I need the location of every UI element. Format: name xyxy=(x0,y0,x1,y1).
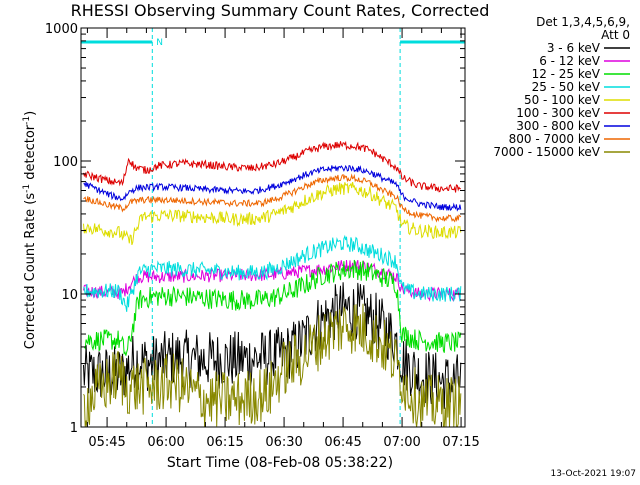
y-axis-label: Corrected Count Rate (s-1 detector-1) xyxy=(22,111,38,349)
y-axis-label-end: ) xyxy=(23,111,38,116)
y-tick-label: 10 xyxy=(61,288,78,303)
y-axis-label-mid: detector xyxy=(23,124,38,184)
series-line xyxy=(83,260,462,302)
x-tick-label: 07:15 xyxy=(442,435,479,450)
legend-entry-label: 25 - 50 keV xyxy=(532,80,601,94)
y-axis-label-main: Corrected Count Rate (s xyxy=(23,193,38,350)
x-tick-label: 06:30 xyxy=(265,435,302,450)
legend-entry-label: 3 - 6 keV xyxy=(547,41,601,55)
series-lines xyxy=(83,140,462,427)
series-line xyxy=(83,164,462,212)
y-tick-label: 1000 xyxy=(45,22,78,37)
series-line xyxy=(83,140,462,193)
x-axis: 05:45 06:00 06:15 06:30 06:45 07:00 07:15 xyxy=(86,28,480,450)
x-axis-label: Start Time (08-Feb-08 05:38:22) xyxy=(167,455,393,471)
x-tick-label: 05:45 xyxy=(88,435,125,450)
legend-entry-label: 300 - 800 keV xyxy=(516,119,600,133)
series-line xyxy=(83,182,462,246)
legend-header-line2: Att 0 xyxy=(601,28,630,42)
night-marker: N xyxy=(156,38,163,48)
series-line xyxy=(83,259,462,356)
x-tick-label: 07:00 xyxy=(383,435,420,450)
x-tick-label: 06:15 xyxy=(206,435,243,450)
x-tick-label: 06:45 xyxy=(324,435,361,450)
series-line xyxy=(83,303,462,427)
legend-entry-label: 6 - 12 keV xyxy=(539,54,601,68)
y-axis-label-sup2: -1 xyxy=(22,116,32,125)
series-line xyxy=(83,173,462,223)
series-line xyxy=(83,234,462,312)
y-tick-label: 100 xyxy=(53,155,78,170)
legend-entry-label: 800 - 7000 keV xyxy=(509,132,601,146)
legend-entry-label: 12 - 25 keV xyxy=(532,67,601,81)
legend-entry-label: 7000 - 15000 keV xyxy=(493,145,600,159)
x-tick-label: 06:00 xyxy=(147,435,184,450)
series-line xyxy=(83,282,462,409)
legend-entry-label: 100 - 300 keV xyxy=(516,106,600,120)
legend-entry-label: 50 - 100 keV xyxy=(524,93,601,107)
legend-header-line1: Det 1,3,4,5,6,9, xyxy=(536,15,630,29)
y-tick-label: 1 xyxy=(70,421,78,436)
footer-date: 13-Oct-2021 19:07 xyxy=(551,469,636,479)
y-axis-label-sup1: -1 xyxy=(22,184,32,193)
plot-frame xyxy=(80,27,466,428)
y-axis: 1 10 100 1000 xyxy=(45,22,465,436)
chart-title: RHESSI Observing Summary Count Rates, Co… xyxy=(71,1,490,20)
